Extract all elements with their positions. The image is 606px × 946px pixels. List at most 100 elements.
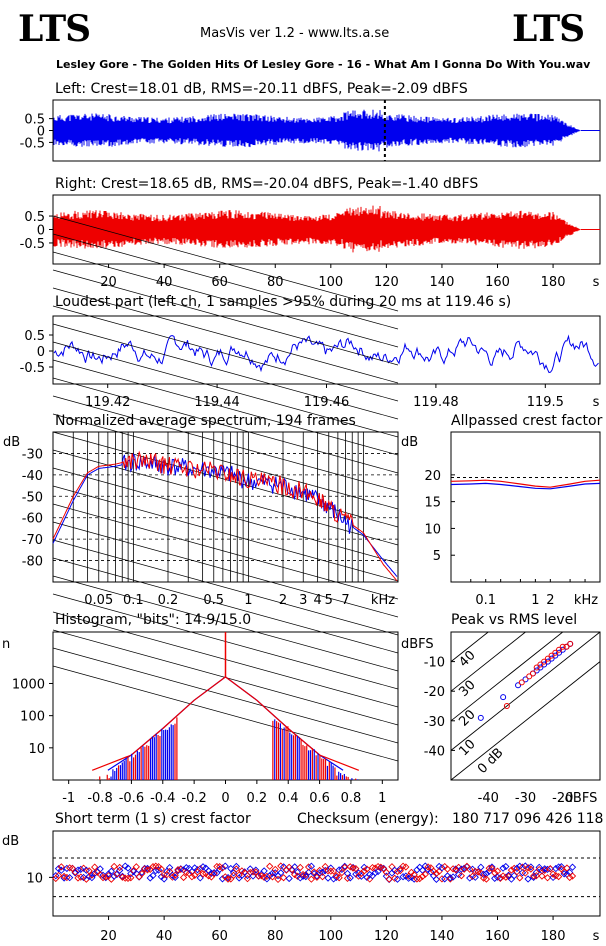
crest-point: [79, 864, 88, 872]
crest-point: [421, 870, 429, 878]
crest-point: [218, 864, 227, 872]
crest-point: [221, 862, 229, 870]
crest-point: [513, 864, 521, 872]
y-tick-label: 0: [37, 125, 45, 140]
crest-left-series: [450, 482, 601, 490]
crest-point: [160, 875, 168, 883]
crest-point: [513, 868, 521, 876]
crest-point: [227, 864, 235, 873]
crest-point: [252, 866, 260, 874]
crest-point: [510, 871, 518, 880]
y-tick-label: 1000: [12, 677, 45, 692]
crest-point: [116, 866, 124, 875]
x-tick-label: 119.42: [85, 395, 131, 410]
x-unit-label: s: [593, 275, 600, 290]
crest-point: [432, 875, 441, 884]
crest-point: [502, 873, 510, 881]
y-axis-label: dB: [401, 435, 418, 450]
crest-point: [327, 867, 335, 875]
crest-point: [321, 862, 329, 871]
crest-point: [302, 871, 310, 879]
peak-rms-point: [537, 661, 544, 668]
checksum-label: Checksum (energy):: [297, 811, 439, 827]
histogram-title: Histogram, "bits": 14.9/15.0: [55, 612, 252, 628]
crest-point: [402, 863, 410, 871]
x-tick-label: -20: [552, 791, 573, 806]
crest-point: [274, 875, 282, 884]
checksum-value: 180 717 096 426 118: [452, 811, 604, 827]
crest-point: [199, 870, 207, 878]
crest-point: [91, 869, 99, 878]
crest-point: [413, 866, 421, 874]
crest-point: [277, 862, 285, 870]
crest-point: [529, 873, 538, 881]
x-tick-label: 119.48: [413, 395, 459, 410]
crest-point: [563, 864, 571, 872]
y-tick-label: 20: [424, 469, 441, 484]
x-tick-label: 20: [100, 275, 117, 290]
y-tick-label: -0.5: [20, 361, 45, 376]
x-tick-label: 0.4: [278, 791, 299, 806]
x-tick-label: -0.2: [181, 791, 206, 806]
crest-point: [121, 862, 129, 870]
crest-point: [304, 863, 313, 871]
x-tick-label: 1: [244, 593, 252, 608]
crest-point: [341, 862, 349, 870]
y-tick-label: 0: [37, 345, 45, 360]
crest-point: [479, 870, 488, 878]
x-unit-label: s: [593, 929, 600, 944]
crest-point: [527, 865, 535, 873]
crest-point: [229, 871, 238, 879]
crest-point: [460, 864, 468, 872]
crest-point: [352, 864, 360, 873]
crest-point: [349, 864, 357, 872]
y-tick-label: -0.5: [20, 237, 45, 252]
x-tick-label: 180: [541, 275, 566, 290]
x-tick-label: -0.4: [150, 791, 175, 806]
peak-rms-point: [529, 670, 536, 677]
crest-point: [210, 870, 218, 878]
crest-point: [446, 875, 454, 883]
crest-point: [360, 867, 368, 875]
crest-point: [249, 872, 257, 880]
crest-point: [313, 873, 321, 881]
crest-point: [279, 874, 288, 882]
crest-point: [224, 875, 232, 883]
crest-line-label: 30: [456, 678, 478, 700]
y-tick-label: -0.5: [20, 136, 45, 151]
x-tick-label: 0.1: [123, 593, 144, 608]
peak-rms-point: [477, 714, 484, 721]
crest-point: [316, 866, 324, 875]
crest-point: [107, 867, 115, 875]
peak-rms-point: [541, 658, 548, 665]
crest-point: [63, 873, 71, 882]
crest-point: [524, 875, 532, 883]
crest-point: [538, 867, 546, 875]
y-tick-label: 10: [424, 522, 441, 537]
crest-point: [552, 864, 560, 873]
crest-point: [549, 873, 557, 882]
crest-point: [66, 874, 74, 882]
crest-point: [88, 871, 96, 879]
crest-point: [482, 875, 491, 883]
crest-point: [166, 863, 174, 872]
x-tick-label: 3: [299, 593, 307, 608]
x-tick-label: -0.8: [87, 791, 112, 806]
x-tick-label: 2: [279, 593, 287, 608]
x-tick-label: 40: [156, 929, 173, 944]
spectrum-diagonal-grid: [52, 449, 399, 546]
crest-point: [438, 875, 446, 883]
peak-rms-point: [526, 673, 533, 680]
crest-point: [491, 874, 499, 882]
spectrum-diagonal-grid: [52, 323, 399, 420]
crest-point: [493, 867, 502, 875]
crest-line: [450, 631, 601, 751]
crest-point: [485, 864, 493, 872]
crest-point: [438, 864, 446, 872]
x-tick-label: 2: [546, 593, 554, 608]
x-tick-label: 60: [211, 275, 228, 290]
crest-point: [196, 874, 204, 882]
peak-rms-point: [518, 679, 525, 686]
y-tick-label: -60: [22, 512, 43, 527]
